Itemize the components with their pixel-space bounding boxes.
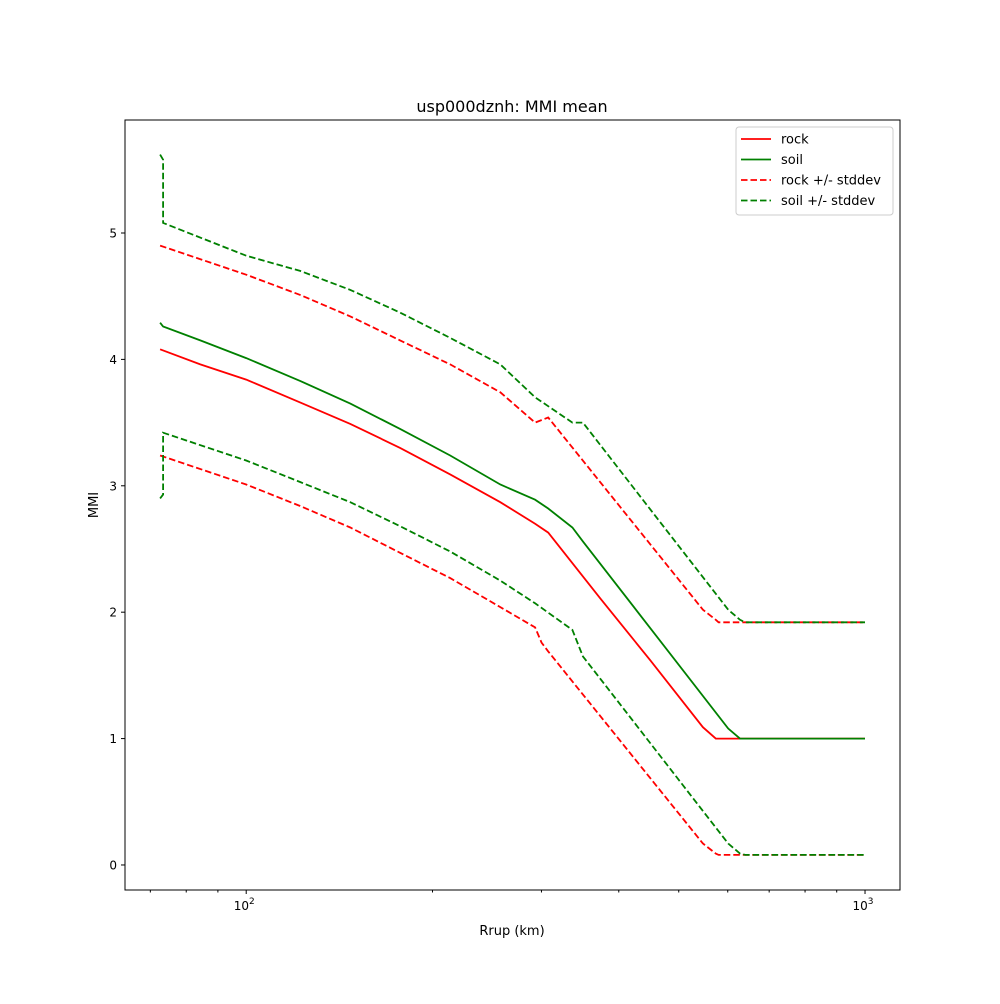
y-tick-label: 5 xyxy=(109,226,117,240)
x-tick-label: 102 xyxy=(234,897,255,913)
series-layer xyxy=(159,154,865,856)
series-line-rock-stddev-lower xyxy=(159,454,865,856)
y-tick-label: 4 xyxy=(109,353,117,367)
series-line-rock xyxy=(159,348,865,740)
series-line-soil xyxy=(159,322,865,740)
y-axis-label: MMI xyxy=(87,492,102,518)
x-tick-exponent: 3 xyxy=(868,897,874,907)
y-tick-label: 0 xyxy=(109,858,117,872)
legend-label: soil +/- stddev xyxy=(781,194,876,209)
plot-frame xyxy=(124,119,901,891)
legend-label: rock +/- stddev xyxy=(781,174,881,189)
series-line-rock-stddev xyxy=(159,244,865,624)
x-tick-label: 103 xyxy=(853,897,874,913)
legend-frame xyxy=(735,126,894,216)
legend-label: rock xyxy=(781,133,809,148)
y-tick-label: 3 xyxy=(109,479,117,493)
series-line-soil-stddev xyxy=(159,154,865,624)
y-tick-label: 1 xyxy=(109,732,117,746)
series-line-soil-stddev-lower xyxy=(159,431,865,856)
legend-label: soil xyxy=(781,153,803,168)
x-axis-label: Rrup (km) xyxy=(479,924,544,939)
x-tick-base: 10 xyxy=(853,899,868,913)
x-tick-exponent: 2 xyxy=(249,897,255,907)
legend: rock soil rock +/- stddev soil +/- stddev xyxy=(735,126,894,216)
x-tick-base: 10 xyxy=(234,899,249,913)
y-tick-label: 2 xyxy=(109,606,117,620)
chart-title: usp000dznh: MMI mean xyxy=(416,97,607,116)
